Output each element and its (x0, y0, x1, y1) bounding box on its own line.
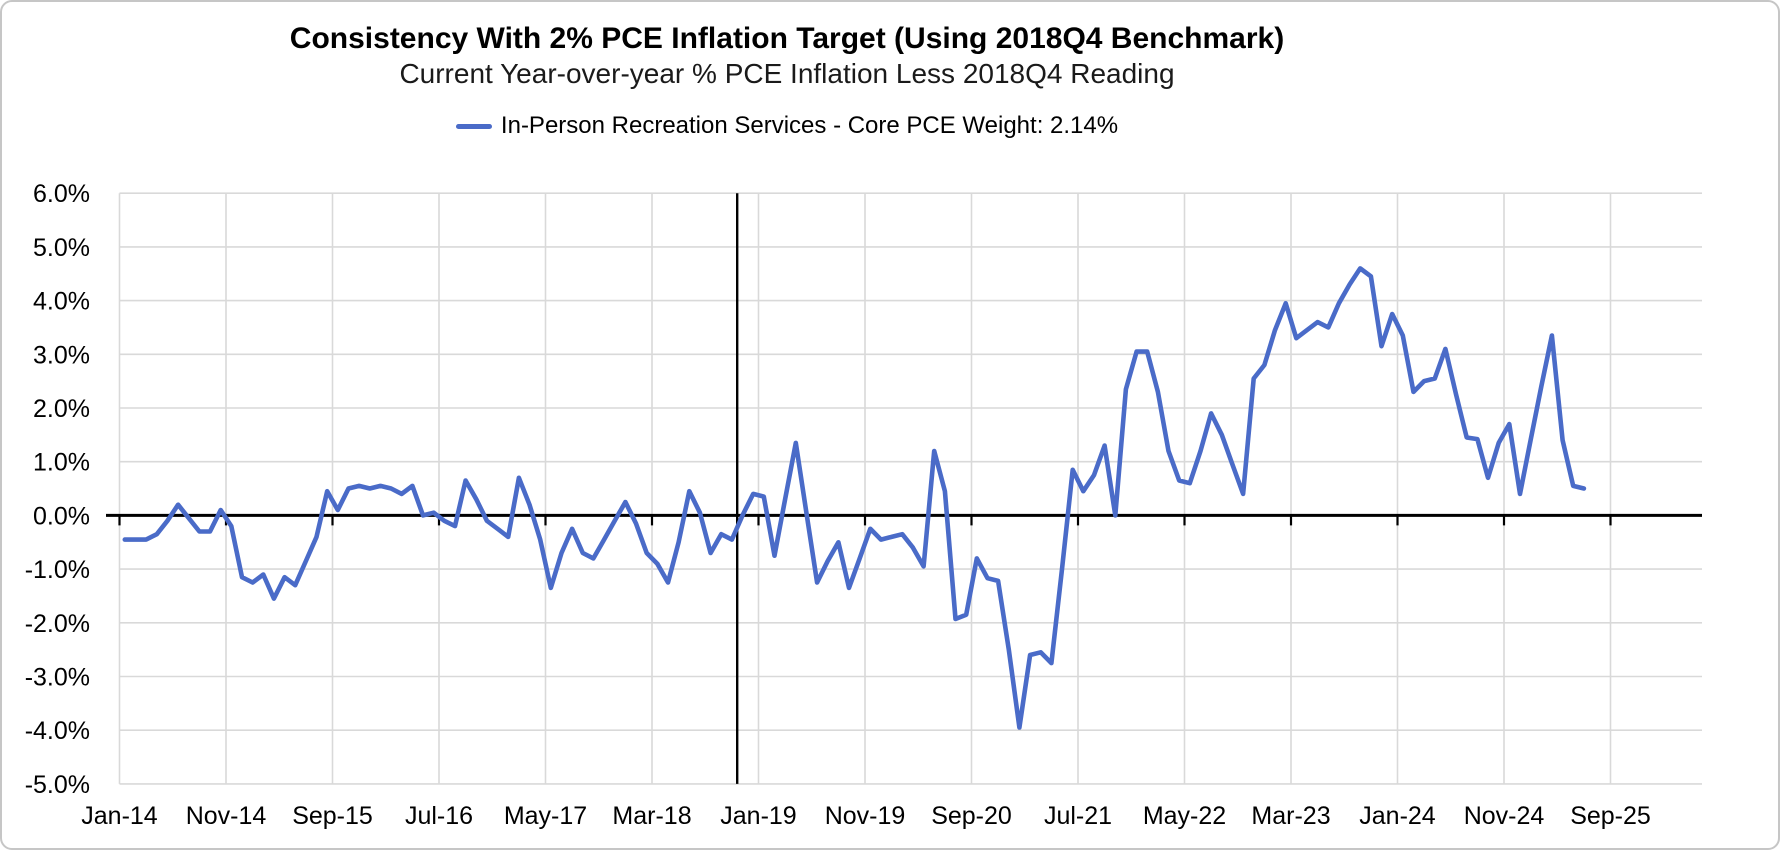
y-tick-label: 6.0% (33, 180, 90, 208)
x-tick-label: Sep-20 (931, 802, 1012, 830)
y-tick-label: 2.0% (33, 395, 90, 423)
y-tick-label: 0.0% (33, 502, 90, 530)
x-axis-labels: Jan-14 Nov-14 Sep-15 Jul-16 May-17 Mar-18 Jan-… (81, 802, 1651, 830)
x-tick-label: Mar-23 (1251, 802, 1330, 830)
y-tick-label: 3.0% (33, 341, 90, 369)
legend-label: In-Person Recreation Services - Core PCE… (500, 112, 1119, 139)
x-tick-label: Nov-14 (186, 802, 267, 830)
legend-line-swatch-icon (455, 123, 492, 129)
x-tick-label: Jan-24 (1359, 802, 1436, 830)
y-tick-label: -4.0% (25, 717, 90, 745)
y-axis-labels: 6.0% 5.0% 4.0% 3.0% 2.0% 1.0% 0.0% -1.0% -2.0% -3… (25, 180, 90, 799)
x-tick-label: Jan-14 (81, 802, 158, 830)
x-tick-label: Jul-21 (1044, 802, 1112, 830)
legend: In-Person Recreation Services - Core PCE… (2, 112, 1572, 140)
x-tick-label: Sep-15 (292, 802, 373, 830)
x-tick-label: Jan-19 (720, 802, 796, 830)
y-tick-label: -5.0% (25, 771, 90, 799)
x-tick-label: Nov-19 (825, 802, 906, 830)
y-gridlines (119, 192, 1702, 785)
x-tick-label: Sep-25 (1570, 802, 1651, 830)
x-tick-label: May-17 (504, 802, 587, 830)
data-line (122, 266, 1587, 730)
y-tick-label: 5.0% (33, 234, 90, 262)
y-tick-label: 1.0% (33, 449, 90, 477)
y-tick-label: 4.0% (33, 288, 90, 316)
x-tick-label: May-22 (1143, 802, 1226, 830)
y-tick-label: -3.0% (25, 664, 90, 692)
x-tick-label: Jul-16 (405, 802, 473, 830)
y-tick-label: -2.0% (25, 610, 90, 638)
x-tick-label: Nov-24 (1464, 802, 1545, 830)
zero-axis (106, 513, 1702, 526)
y-tick-label: -1.0% (25, 556, 90, 584)
x-gridlines (118, 193, 1612, 784)
x-tick-label: Mar-18 (612, 802, 691, 830)
